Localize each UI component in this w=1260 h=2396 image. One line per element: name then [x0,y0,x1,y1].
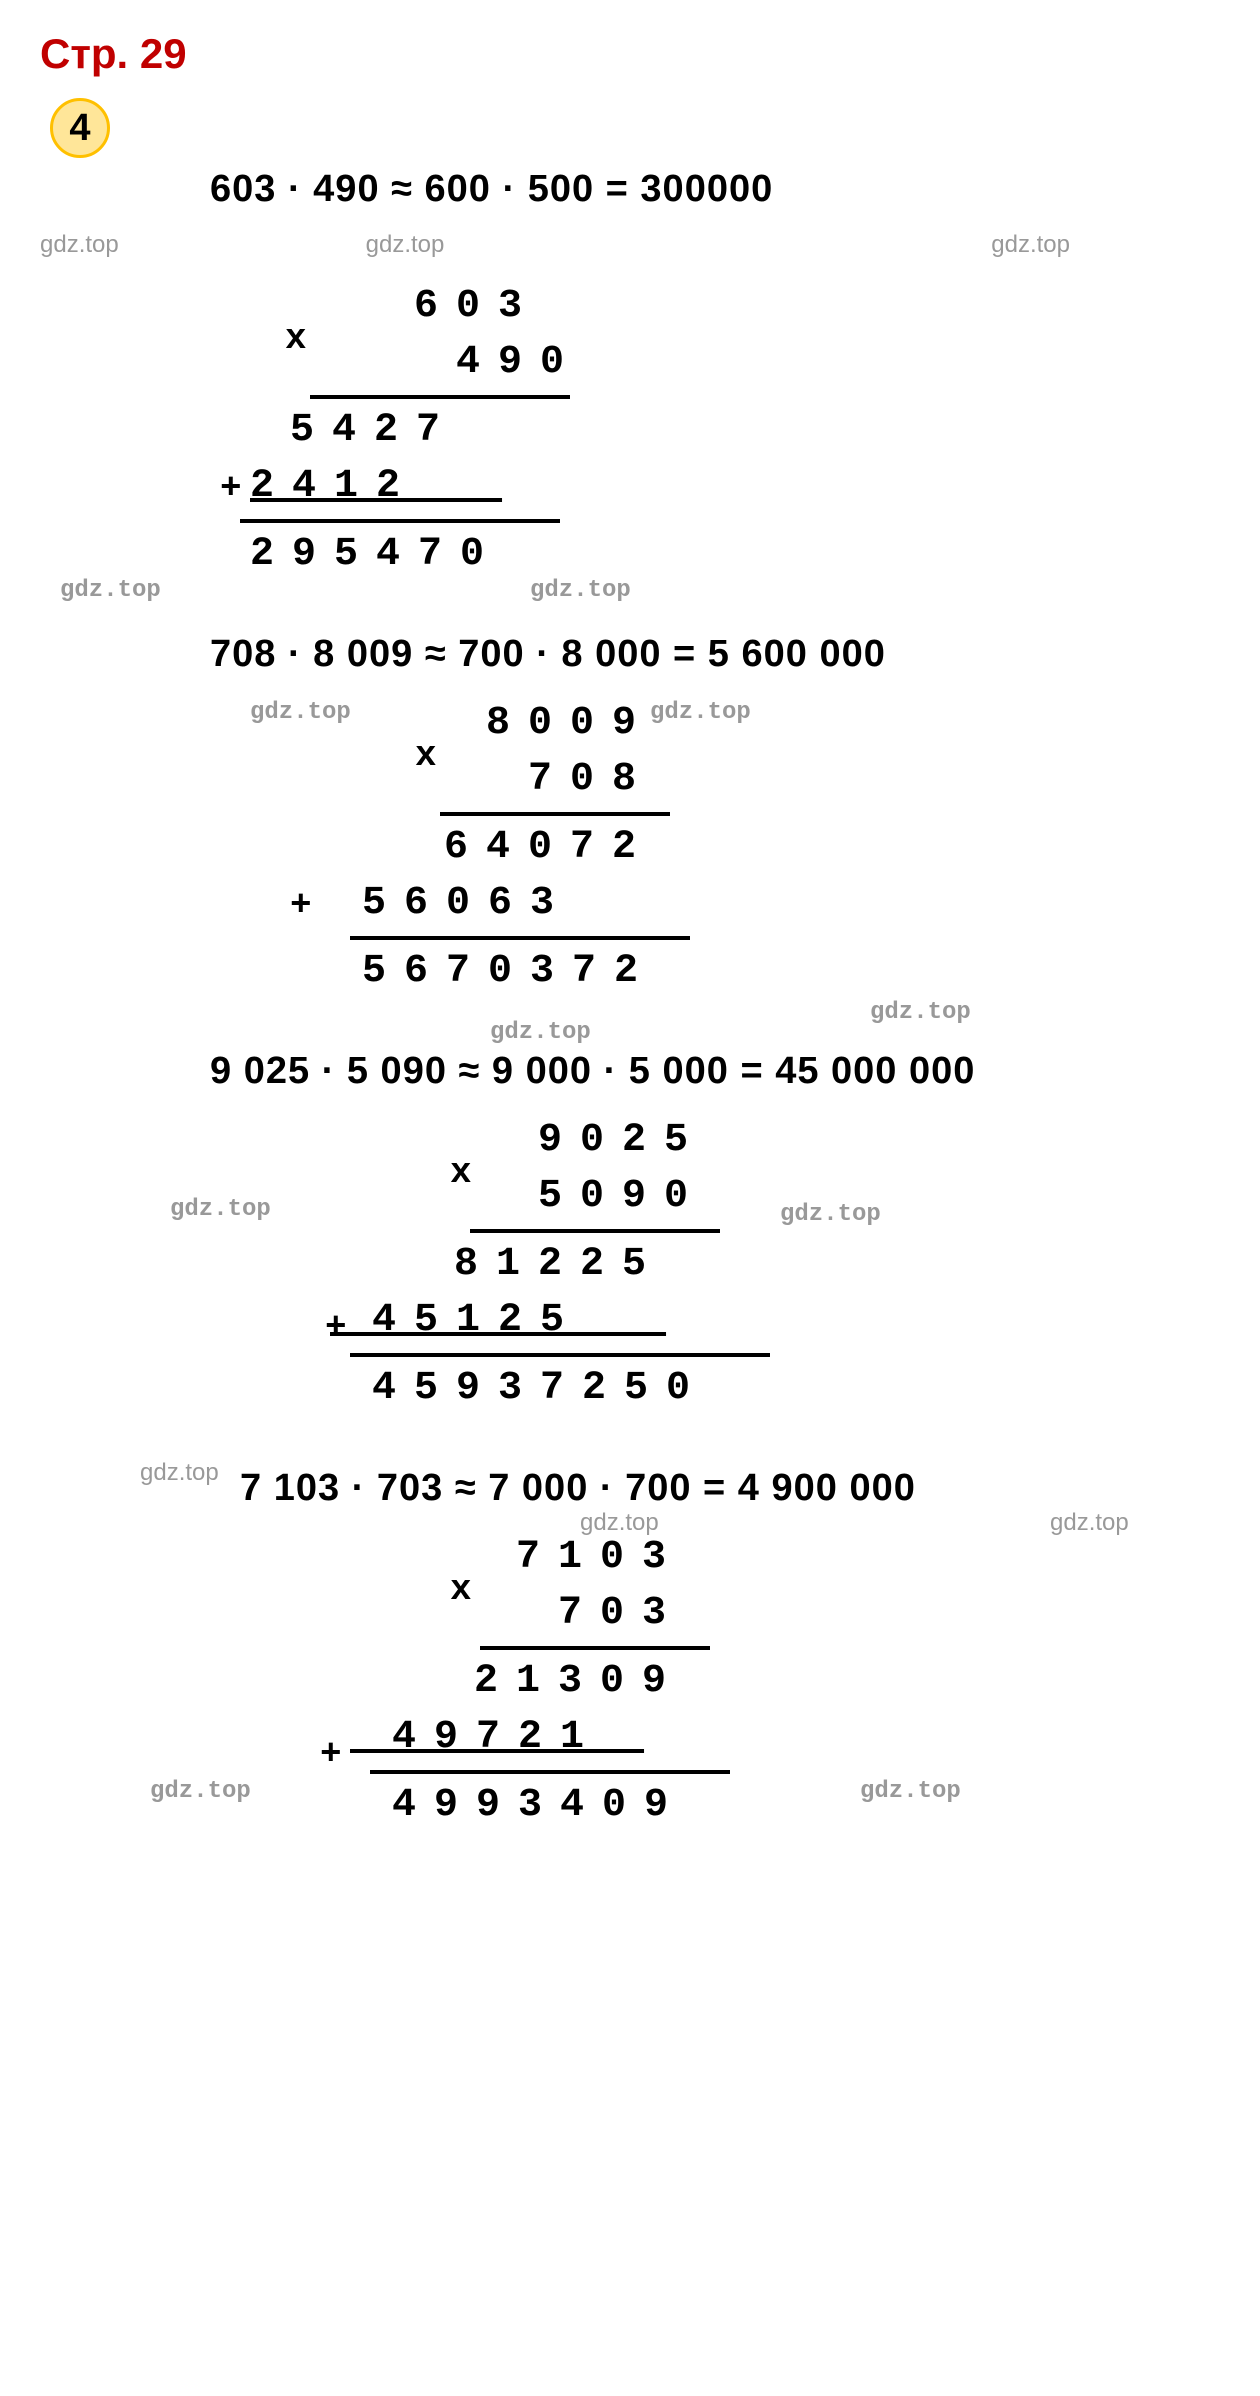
watermark: gdz.top [140,1459,219,1487]
divider-line [350,936,690,940]
mult-partial-1: 64072 [310,820,910,876]
watermark-row-1: gdz.top gdz.top gdz.top [40,231,1220,259]
divider-line [350,1353,770,1357]
watermark: gdz.top [170,1193,271,1227]
problem-number-badge: 4 [50,98,110,158]
multiplication-block-2: gdz.top gdz.top x 8009 708 + 64072 56063… [310,696,910,1000]
plus-symbol: + [325,1303,347,1353]
mult-partial-2: 2412 [240,459,740,515]
divider-line [470,1229,720,1233]
divider-line [310,395,570,399]
plus-symbol: + [320,1730,342,1780]
mult-partial-1: 21309 [340,1654,940,1710]
multiply-symbol: x [450,1565,472,1615]
watermark: gdz.top [150,1775,251,1809]
mult-result: 5670372 [310,944,910,1000]
watermark: gdz.top [650,696,751,730]
divider-line [240,519,560,523]
equation-2: 708 · 8 009 ≈ 700 · 8 000 = 5 600 000 [210,633,1220,676]
watermark: gdz.top [870,996,971,1030]
divider-line [370,1770,730,1774]
watermark: gdz.top [1050,1509,1129,1537]
equation-4: 7 103 · 703 ≈ 7 000 · 700 = 4 900 000 [240,1467,1220,1510]
mult-result: 4993409 [340,1778,940,1834]
watermark: gdz.top [860,1775,961,1809]
multiply-symbol: x [450,1148,472,1198]
divider-line [480,1646,710,1650]
mult-row-1: 8009 [310,696,910,752]
mult-row-1: 603 [240,279,740,335]
watermark: gdz.top [991,231,1070,259]
mult-partial-1: 5427 [240,403,740,459]
mult-row-1: 9025 [320,1113,970,1169]
equation-3: 9 025 · 5 090 ≈ 9 000 · 5 000 = 45 000 0… [210,1050,1220,1093]
multiply-symbol: x [285,314,307,364]
plus-symbol: + [290,881,312,931]
mult-result: 295470 [240,527,740,583]
divider-line [440,812,670,816]
mult-result: 45937250 [320,1361,970,1417]
watermark: gdz.top [40,231,119,259]
watermark: gdz.top [490,1016,591,1050]
multiplication-block-1: x 603 490 + 5427 2412 295470 gdz.top gdz… [240,279,740,583]
mult-partial-2: 45125 [320,1293,970,1349]
page-title: Стр. 29 [40,30,1220,78]
mult-partial-2: 49721 [340,1710,940,1766]
multiply-symbol: x [415,731,437,781]
multiplication-block-3: gdz.top gdz.top x 9025 5090 + 81225 4512… [320,1113,970,1417]
mult-row-2: 708 [310,752,910,808]
mult-partial-2: 56063 [310,876,910,932]
plus-symbol: + [220,464,242,514]
mult-row-1: 7103 [340,1530,940,1586]
mult-row-2: 490 [240,335,740,391]
watermark: gdz.top [60,574,161,608]
watermark: gdz.top [366,231,445,259]
watermark: gdz.top [530,574,631,608]
multiplication-block-4: x 7103 703 + gdz.top gdz.top 21309 49721… [340,1530,940,1834]
watermark: gdz.top [250,696,351,730]
mult-partial-1: 81225 [320,1237,970,1293]
equation-1: 603 · 490 ≈ 600 · 500 = 300000 [210,168,1220,211]
mult-row-2: 703 [340,1586,940,1642]
watermark: gdz.top [780,1198,881,1232]
